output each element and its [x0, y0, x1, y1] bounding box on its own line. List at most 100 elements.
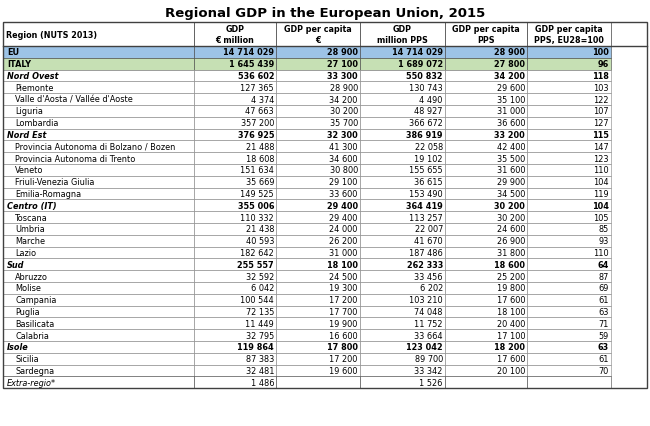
Text: 14 714 029: 14 714 029: [223, 48, 274, 57]
Bar: [276, 130, 360, 141]
Bar: [194, 341, 276, 353]
Bar: [527, 224, 611, 235]
Text: 33 342: 33 342: [415, 366, 443, 375]
Text: 35 700: 35 700: [330, 119, 358, 128]
Bar: [276, 235, 360, 247]
Text: 33 200: 33 200: [495, 131, 525, 140]
Bar: [527, 70, 611, 82]
Text: 151 634: 151 634: [240, 166, 274, 175]
Text: Lazio: Lazio: [15, 248, 36, 257]
Bar: [527, 353, 611, 365]
Text: 64: 64: [597, 260, 609, 269]
Bar: [527, 235, 611, 247]
Text: 59: 59: [599, 331, 609, 340]
Text: 28 900: 28 900: [327, 48, 358, 57]
Bar: [194, 94, 276, 106]
Bar: [276, 377, 360, 388]
Bar: [360, 353, 445, 365]
Text: 16 600: 16 600: [329, 331, 358, 340]
Text: 4 374: 4 374: [251, 95, 274, 104]
Text: 30 800: 30 800: [330, 166, 358, 175]
Bar: [3, 47, 194, 59]
Text: 130 743: 130 743: [409, 83, 443, 92]
Text: 21 438: 21 438: [246, 225, 274, 234]
Text: 17 100: 17 100: [497, 331, 525, 340]
Text: 63: 63: [599, 307, 609, 316]
Text: 103: 103: [593, 83, 609, 92]
Text: Regional GDP in the European Union, 2015: Regional GDP in the European Union, 2015: [165, 7, 485, 20]
Bar: [3, 188, 194, 200]
Text: 366 672: 366 672: [409, 119, 443, 128]
Bar: [527, 341, 611, 353]
Text: 17 600: 17 600: [497, 296, 525, 305]
Text: 72 135: 72 135: [246, 307, 274, 316]
Bar: [194, 306, 276, 318]
Bar: [360, 235, 445, 247]
Text: Region (NUTS 2013): Region (NUTS 2013): [6, 30, 97, 40]
Text: 35 669: 35 669: [246, 178, 274, 187]
Bar: [276, 271, 360, 282]
Text: 113 257: 113 257: [409, 213, 443, 222]
Text: 29 400: 29 400: [330, 213, 358, 222]
Text: 147: 147: [593, 142, 609, 152]
Text: GDP per capita
PPS: GDP per capita PPS: [452, 25, 520, 45]
Text: 33 456: 33 456: [414, 272, 443, 281]
Bar: [360, 212, 445, 224]
Text: 11 752: 11 752: [414, 319, 443, 328]
Text: 376 925: 376 925: [237, 131, 274, 140]
Bar: [3, 59, 194, 70]
Text: Emilia-Romagna: Emilia-Romagna: [15, 190, 81, 199]
Text: 31 800: 31 800: [497, 248, 525, 257]
Bar: [276, 59, 360, 70]
Text: 386 919: 386 919: [406, 131, 443, 140]
Bar: [194, 271, 276, 282]
Text: 61: 61: [599, 296, 609, 305]
Bar: [194, 106, 276, 118]
Bar: [276, 200, 360, 212]
Bar: [360, 294, 445, 306]
Bar: [3, 247, 194, 259]
Text: EU: EU: [7, 48, 19, 57]
Bar: [445, 176, 527, 188]
Bar: [3, 82, 194, 94]
Bar: [360, 176, 445, 188]
Bar: [360, 224, 445, 235]
Bar: [445, 59, 527, 70]
Bar: [527, 82, 611, 94]
Text: 107: 107: [593, 107, 609, 116]
Bar: [445, 200, 527, 212]
Text: 104: 104: [593, 178, 609, 187]
Bar: [527, 47, 611, 59]
Text: 93: 93: [599, 237, 609, 246]
Bar: [194, 200, 276, 212]
Text: 31 000: 31 000: [330, 248, 358, 257]
Bar: [360, 153, 445, 164]
Bar: [3, 141, 194, 153]
Bar: [360, 82, 445, 94]
Bar: [3, 341, 194, 353]
Text: Nord Est: Nord Est: [7, 131, 46, 140]
Bar: [276, 47, 360, 59]
Text: 96: 96: [598, 60, 609, 69]
Bar: [276, 341, 360, 353]
Text: 19 800: 19 800: [497, 284, 525, 293]
Bar: [527, 318, 611, 329]
Text: Abruzzo: Abruzzo: [15, 272, 48, 281]
Text: 536 602: 536 602: [237, 72, 274, 81]
Text: 100 544: 100 544: [240, 296, 274, 305]
Bar: [360, 247, 445, 259]
Bar: [360, 318, 445, 329]
Bar: [276, 318, 360, 329]
Bar: [527, 259, 611, 271]
Text: 33 600: 33 600: [330, 190, 358, 199]
Text: 110: 110: [593, 166, 609, 175]
Bar: [360, 200, 445, 212]
Bar: [276, 306, 360, 318]
Bar: [276, 329, 360, 341]
Text: 18 600: 18 600: [494, 260, 525, 269]
Text: 19 300: 19 300: [330, 284, 358, 293]
Text: Toscana: Toscana: [15, 213, 47, 222]
Bar: [194, 130, 276, 141]
Text: 18 608: 18 608: [246, 154, 274, 163]
Text: 19 900: 19 900: [330, 319, 358, 328]
